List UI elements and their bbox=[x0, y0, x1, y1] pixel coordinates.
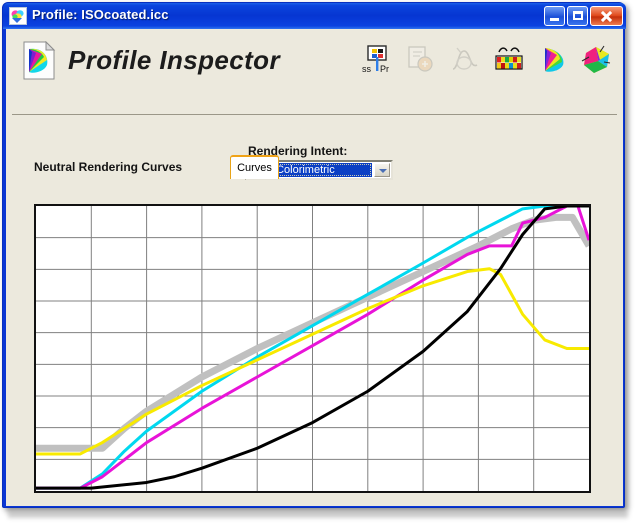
title-bar[interactable]: Profile: ISOcoated.icc bbox=[3, 3, 626, 29]
profile-compare-icon bbox=[404, 43, 438, 77]
color-gamut-document-icon bbox=[22, 40, 56, 81]
rendering-intent-select[interactable]: Abs. Colorimetric bbox=[245, 160, 393, 180]
gamut-2d-icon[interactable] bbox=[536, 43, 570, 77]
profile-info-icon[interactable]: ss Pr bbox=[360, 43, 394, 77]
grid-lines bbox=[36, 206, 589, 491]
section-title: Neutral Rendering Curves bbox=[34, 160, 183, 174]
tab-bar: Overview Header Fields Tag Table Curves … bbox=[6, 93, 623, 179]
chevron-down-icon[interactable] bbox=[374, 163, 390, 177]
curve-yellow bbox=[36, 267, 589, 456]
application-window: Profile: ISOcoated.icc bbox=[2, 2, 626, 508]
maximize-button[interactable] bbox=[567, 6, 588, 26]
color-chart-icon[interactable] bbox=[492, 43, 526, 77]
tab-separator bbox=[12, 114, 617, 115]
brain-icon bbox=[9, 7, 27, 25]
svg-text:ss: ss bbox=[362, 64, 372, 74]
window-title: Profile: ISOcoated.icc bbox=[32, 7, 169, 22]
close-button[interactable] bbox=[590, 6, 623, 26]
app-header: Profile Inspector ss Pr bbox=[6, 29, 623, 93]
client-area: Profile Inspector ss Pr bbox=[6, 29, 623, 506]
curve-magenta bbox=[36, 206, 589, 490]
minimize-button[interactable] bbox=[544, 6, 565, 26]
curve-cyan bbox=[36, 206, 589, 490]
window-controls bbox=[544, 6, 623, 26]
page-title: Profile Inspector bbox=[68, 45, 280, 75]
tab-curves[interactable]: Curves bbox=[230, 155, 279, 179]
curves-plot-svg bbox=[36, 206, 589, 491]
rendering-intent-label: Rendering Intent: bbox=[248, 144, 348, 158]
curves-panel: Neutral Rendering Curves Rendering Inten… bbox=[12, 115, 617, 500]
curves-plot bbox=[34, 204, 591, 493]
curve-edit-icon bbox=[448, 43, 482, 77]
toolbar: ss Pr bbox=[360, 37, 614, 83]
svg-text:Pr: Pr bbox=[380, 64, 389, 74]
curve-black bbox=[36, 206, 589, 490]
window-shadow bbox=[8, 512, 628, 518]
gamut-3d-icon[interactable] bbox=[580, 43, 614, 77]
